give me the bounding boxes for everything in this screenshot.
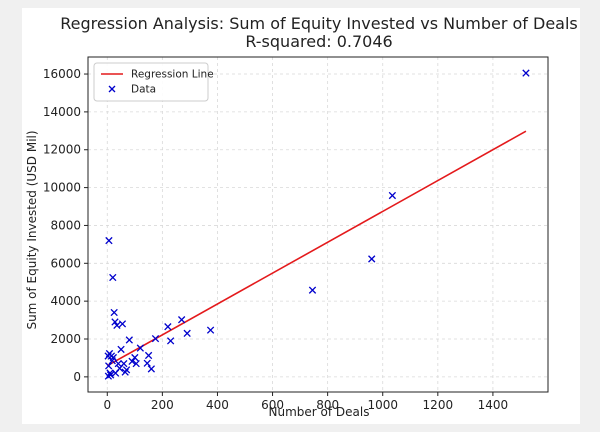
data-point [147,365,156,373]
data-point [166,337,175,345]
y-tick-label: 12000 [43,143,81,157]
data-point [121,368,129,376]
x-tick-label: 200 [151,398,174,412]
data-point [151,334,160,343]
data-point [104,362,113,370]
data-point [111,369,120,377]
y-tick-label: 14000 [43,105,81,119]
plot-area [104,69,530,380]
data-point [308,286,317,294]
x-tick-label: 1400 [478,398,509,412]
data-point [131,353,139,362]
chart-subtitle: R-squared: 0.7046 [245,32,392,51]
data-point [206,326,215,334]
data-point [177,316,186,324]
data-point [106,371,115,379]
x-tick-label: 1000 [367,398,398,412]
y-axis-label: Sum of Equity Invested (USD Mil) [25,130,39,329]
data-point [125,336,133,344]
legend-x-marker [108,85,116,93]
y-tick-label: 16000 [43,67,81,81]
y-tick-label: 10000 [43,181,81,195]
data-point [117,345,125,354]
data-point [522,69,530,77]
data-point [388,191,397,200]
scatter-chart: Regression Analysis: Sum of Equity Inves… [25,14,578,419]
data-point [136,344,144,352]
x-axis-ticks: 0 200 400 600 800 1000 1200 1400 [103,392,508,412]
x-tick-label: 400 [206,398,229,412]
data-point [105,236,113,245]
data-point [110,308,118,317]
x-tick-label: 800 [316,398,339,412]
data-point [132,359,140,368]
data-point [109,273,117,282]
data-point [368,255,376,263]
y-tick-label: 0 [73,370,81,384]
chart-title: Regression Analysis: Sum of Equity Inves… [60,14,578,33]
x-tick-label: 0 [103,398,111,412]
x-tick-label: 1200 [423,398,454,412]
data-point [104,352,112,360]
legend: Regression Line Data [93,62,214,102]
y-tick-label: 2000 [50,332,81,346]
legend-label-data: Data [131,84,156,96]
y-tick-label: 4000 [50,294,81,308]
legend-label-regression: Regression Line [131,69,214,81]
x-axis-label: Number of Deals [269,405,370,419]
x-tick-label: 600 [261,398,284,412]
data-point [164,323,172,331]
data-point [113,321,121,330]
y-tick-label: 8000 [50,218,81,232]
data-point [143,359,151,367]
data-point [144,351,153,360]
grid-lines [88,57,548,392]
data-point [114,359,122,368]
plot-frame [87,56,549,393]
data-point [104,372,113,380]
y-tick-label: 6000 [50,256,81,270]
regression-line [106,130,527,367]
data-point [118,320,127,328]
legend-box [93,62,209,102]
y-axis-ticks: 0 2000 4000 6000 8000 10000 12000 14000 16000 [43,67,88,384]
data-point [183,329,191,337]
chart-panel: Regression Analysis: Sum of Equity Inves… [22,8,580,424]
data-point [111,318,119,326]
data-point [128,357,136,365]
